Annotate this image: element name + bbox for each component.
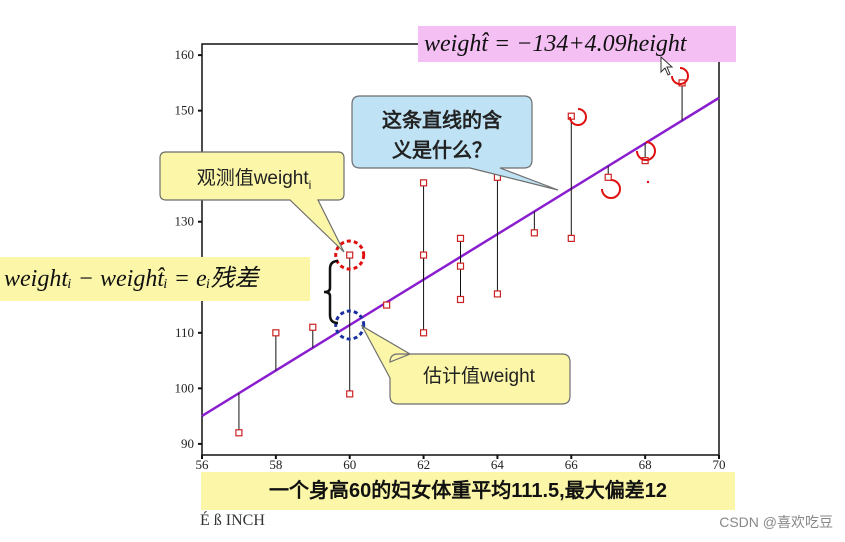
data-point	[346, 251, 354, 259]
data-point	[419, 251, 428, 259]
hand-drawn-dot	[646, 180, 650, 184]
data-point	[272, 329, 280, 337]
y-tick-label: 100	[175, 380, 195, 395]
hand-drawn-mark	[601, 179, 621, 199]
y-tick-label: 130	[175, 214, 195, 229]
watermark: CSDN @喜欢吃豆	[719, 514, 833, 530]
data-point	[419, 179, 428, 187]
data-point	[309, 323, 317, 331]
y-tick-label: 90	[181, 436, 194, 451]
data-point	[456, 262, 465, 270]
y-tick-label: 160	[175, 47, 195, 62]
data-point	[456, 295, 465, 304]
y-tick-label: 110	[175, 325, 194, 340]
hand-drawn-mark	[569, 108, 587, 126]
data-point	[456, 234, 465, 242]
x-tick-label: 66	[565, 457, 579, 472]
estimated-callout-label: 估计值weight	[394, 364, 564, 390]
data-point	[346, 390, 354, 398]
data-point	[604, 173, 612, 181]
data-point	[419, 329, 428, 337]
question-callout-label: 这条直线的含 义是什么？	[356, 106, 528, 166]
x-tick-label: 62	[417, 457, 430, 472]
x-tick-label: 56	[196, 457, 210, 472]
question-line-1: 这条直线的含	[382, 110, 502, 132]
y-tick-label: 150	[175, 103, 195, 118]
regression-equation-text: weight̂ = −134+4.09height	[424, 31, 687, 57]
summary-text: 一个身高60的妇女体重平均111.5,最大偏差12	[269, 480, 667, 502]
residual-brace	[323, 259, 339, 325]
residual-equation-text: weightᵢ − weight̂ᵢ = eᵢ残差	[4, 266, 259, 292]
estimated-callout-bubble	[360, 324, 571, 405]
x-tick-label: 68	[639, 457, 652, 472]
estimated-highlight-circle	[334, 309, 366, 341]
residual-equation: weightᵢ − weight̂ᵢ = eᵢ残差	[0, 257, 310, 301]
data-point	[493, 290, 502, 298]
data-point	[235, 429, 243, 437]
observed-callout-label: 观测值weighti	[164, 166, 344, 198]
hand-drawn-mark	[671, 67, 689, 85]
observed-subscript: i	[308, 177, 312, 192]
observed-highlight-circle	[334, 239, 366, 271]
observed-text: 观测值weight	[196, 168, 309, 189]
summary-banner: 一个身高60的妇女体重平均111.5,最大偏差12	[201, 472, 735, 510]
data-point	[383, 301, 391, 309]
estimated-text: 估计值weight	[423, 366, 535, 387]
regression-equation: weight̂ = −134+4.09height	[418, 26, 736, 62]
x-tick-label: 70	[713, 457, 726, 472]
mouse-cursor-icon	[660, 56, 674, 76]
x-tick-label: 64	[491, 457, 505, 472]
question-line-2: 义是什么？	[392, 140, 492, 162]
data-point	[530, 229, 538, 237]
x-tick-label: 58	[269, 457, 282, 472]
x-tick-label: 60	[343, 457, 356, 472]
x-axis-label: É ß INCH	[200, 512, 265, 529]
observed-callout-bubble	[159, 151, 345, 253]
question-callout-bubble	[351, 95, 559, 191]
hand-drawn-mark	[636, 141, 656, 161]
data-point	[567, 234, 575, 242]
